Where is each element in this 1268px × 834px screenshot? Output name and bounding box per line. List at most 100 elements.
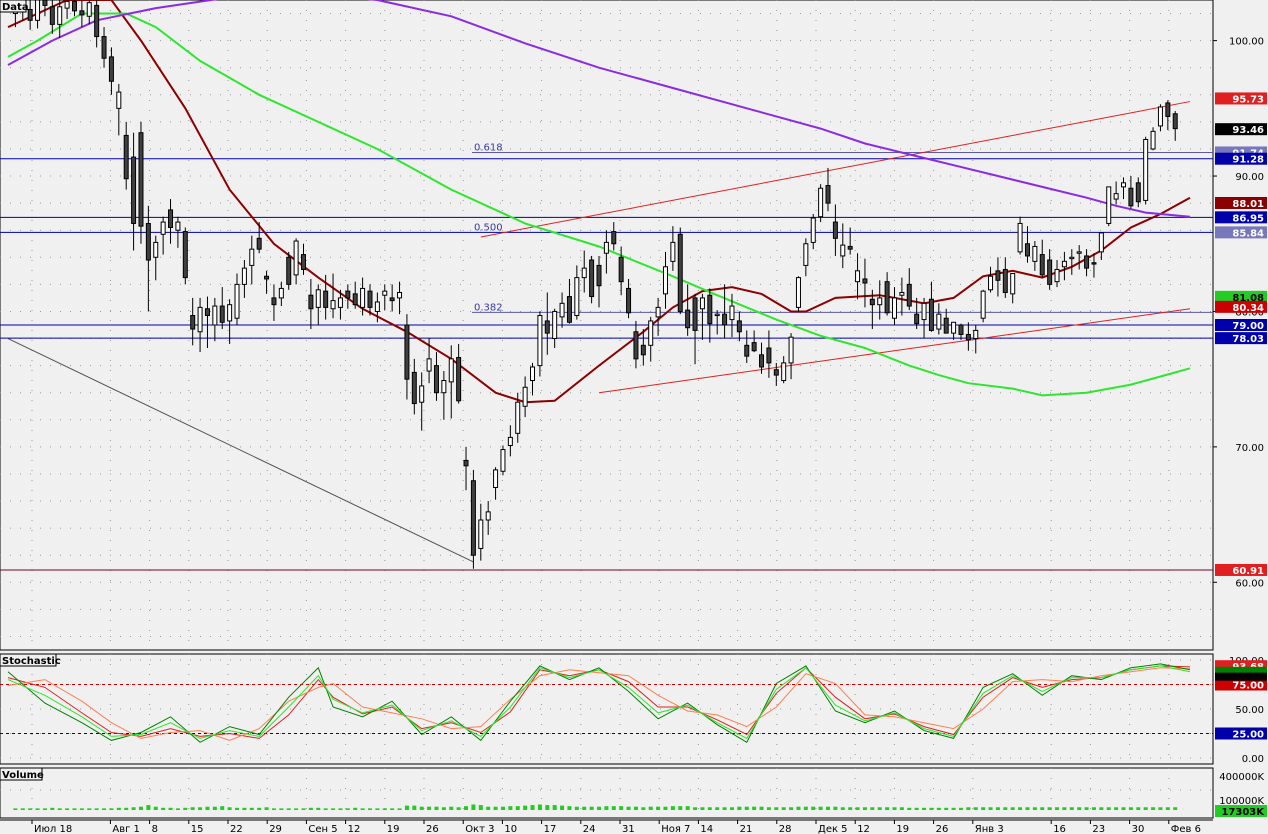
x-tick-label: 12 (348, 824, 361, 834)
volume-bar (456, 807, 461, 810)
volume-bar (862, 807, 867, 810)
candle-body (759, 354, 765, 368)
candle-body (943, 317, 949, 334)
candle-body (308, 294, 314, 310)
candle-body (818, 187, 824, 218)
candle-body (145, 222, 151, 261)
x-tick-label: 26 (936, 824, 949, 834)
stochastic-plot-area[interactable] (0, 653, 1214, 765)
candle-body (1157, 106, 1163, 127)
volume-bar (94, 808, 99, 810)
candle-body (1150, 130, 1156, 150)
candle-body (892, 297, 897, 319)
candle-body (116, 91, 122, 109)
volume-bar (693, 807, 698, 810)
volume-bar (678, 806, 683, 810)
volume-bar (57, 808, 62, 810)
volume-bar (582, 806, 587, 810)
y-tick-label: 70.00 (1235, 443, 1264, 454)
candle-body (995, 270, 1001, 281)
candle-body (301, 254, 306, 270)
x-axis: Июл 18 Авг 1 8 15 22 29 Сен 5 12 19 26 Окт 3 10 17 24… (0, 819, 1213, 834)
volume-bar (744, 806, 749, 810)
volume-bar (803, 806, 808, 810)
volume-bar (212, 806, 217, 810)
volume-bar (619, 806, 624, 810)
fib-level-label: 0.500 (474, 222, 503, 233)
trend-line (480, 101, 1191, 238)
volume-bar (951, 807, 956, 810)
x-tick-label: Янв 3 (975, 824, 1004, 834)
candle-body (345, 290, 351, 299)
candle-body (936, 313, 942, 330)
x-tick-label: 26 (426, 824, 439, 834)
candle-body (921, 302, 927, 321)
candle-body (197, 306, 203, 333)
volume-bar (574, 806, 579, 810)
candle-body (1172, 113, 1178, 130)
volume-bar (626, 806, 631, 810)
candle-body (640, 344, 646, 356)
candle-body (566, 296, 572, 323)
volume-bar (663, 806, 668, 810)
price-tag-bg (1215, 319, 1267, 331)
volume-grid (0, 768, 1213, 818)
volume-bar (737, 806, 742, 810)
candle-body (360, 287, 366, 308)
candle-body (965, 333, 971, 341)
candle-body (404, 324, 410, 380)
candle-body (906, 283, 912, 307)
volume-bar (264, 807, 269, 810)
candle-body (662, 266, 668, 295)
candle-body (862, 278, 868, 284)
volume-bar (138, 806, 143, 810)
price-tag-bg (1215, 290, 1267, 303)
volume-bar (116, 807, 121, 810)
volume-bar (641, 807, 646, 810)
volume-bar (464, 806, 469, 810)
candle-body (441, 380, 447, 394)
price-tag: 93.46 (1232, 125, 1264, 136)
volume-bar (958, 807, 963, 810)
candle-body (530, 366, 536, 382)
volume-bar (1032, 807, 1037, 810)
volume-bar (848, 807, 853, 810)
candle-body (655, 306, 661, 318)
candle-body (847, 245, 853, 250)
stochastic-line (7, 667, 1191, 741)
volume-bar (109, 808, 114, 810)
price-tag-bg (1215, 226, 1267, 239)
candle-body (648, 320, 654, 346)
x-tick-label: 17 (544, 824, 557, 834)
x-tick-label: 8 (152, 824, 158, 834)
y-tick-label: 90.00 (1235, 172, 1264, 183)
volume-bar (1069, 807, 1074, 810)
candle-body (707, 294, 713, 325)
volume-bar (1128, 807, 1133, 810)
price-tag: 85.84 (1232, 228, 1264, 239)
volume-bar (855, 807, 860, 810)
volume-bar (360, 808, 365, 810)
price-pane-label: Data (2, 2, 29, 13)
candle-body (337, 297, 343, 308)
y-tick-label: 80.00 (1235, 307, 1264, 318)
candle-body (411, 371, 417, 405)
volume-bar (294, 808, 299, 810)
volume-bar (589, 806, 594, 810)
candle-body (419, 385, 425, 403)
price-tag: 79.00 (1232, 321, 1264, 332)
candle-body (596, 264, 602, 287)
volume-bar (79, 808, 84, 810)
candle-body (153, 241, 159, 258)
volume-plot-area[interactable] (0, 767, 1214, 819)
volume-bar (161, 807, 166, 810)
x-tick-label: 24 (583, 824, 596, 834)
volume-bar (382, 808, 387, 810)
volume-bar (286, 808, 291, 810)
volume-bar (198, 807, 203, 810)
volume-tick-label: 400000K (1219, 772, 1264, 783)
x-tick-label: 28 (779, 824, 792, 834)
candle-body (234, 283, 240, 319)
